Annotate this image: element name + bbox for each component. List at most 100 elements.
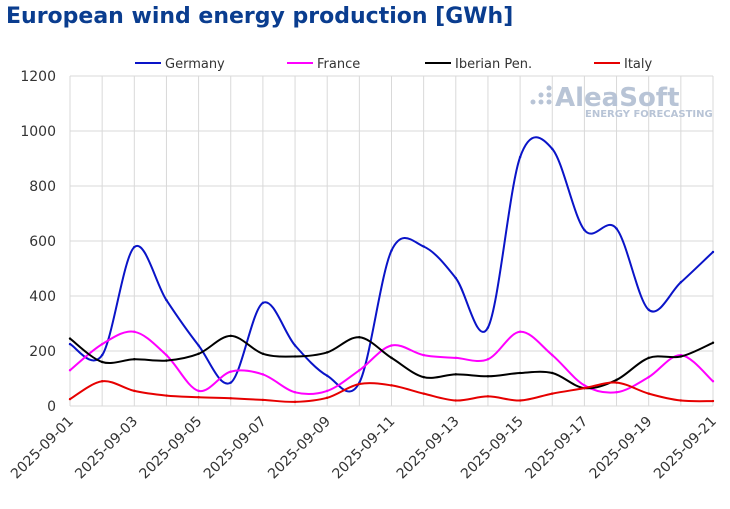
data-point-italy — [615, 381, 618, 384]
data-point-germany — [647, 308, 650, 311]
data-point-iberian-pen — [454, 373, 457, 376]
legend-label-italy: Italy — [624, 57, 653, 72]
data-point-italy — [711, 399, 715, 403]
legend-label-germany: Germany — [165, 57, 225, 72]
y-tick-label: 800 — [29, 179, 56, 195]
x-tick-label: 2025-09-13 — [394, 414, 463, 483]
data-point-germany — [518, 155, 522, 159]
data-point-iberian-pen — [711, 341, 715, 344]
data-point-iberian-pen — [68, 337, 72, 340]
data-point-italy — [390, 384, 393, 387]
data-point-italy — [100, 380, 104, 383]
data-point-iberian-pen — [229, 334, 232, 338]
data-point-iberian-pen — [358, 336, 361, 339]
data-point-germany — [261, 301, 265, 305]
x-tick-label: 2025-09-21 — [651, 414, 720, 483]
x-tick-label: 2025-09-07 — [201, 414, 270, 483]
data-point-france — [454, 356, 457, 360]
data-point-italy — [551, 392, 554, 395]
y-tick-label: 200 — [29, 344, 56, 360]
data-point-germany — [422, 245, 425, 248]
data-point-iberian-pen — [100, 360, 104, 364]
data-point-germany — [100, 353, 104, 357]
data-point-iberian-pen — [293, 355, 297, 358]
data-point-italy — [422, 392, 425, 395]
data-point-france — [551, 353, 554, 357]
data-point-germany — [711, 250, 715, 254]
data-point-france — [422, 353, 425, 357]
data-point-france — [711, 380, 715, 383]
data-point-iberian-pen — [647, 356, 650, 360]
data-point-iberian-pen — [486, 375, 490, 378]
data-point-italy — [165, 394, 168, 397]
series-lines — [68, 136, 715, 404]
legend-label-france: France — [317, 57, 360, 72]
data-point-france — [165, 353, 168, 357]
data-point-iberian-pen — [518, 371, 522, 375]
data-point-italy — [197, 396, 200, 399]
data-point-italy — [518, 399, 522, 402]
data-point-germany — [293, 344, 297, 347]
data-point-italy — [454, 399, 457, 402]
x-tick-label: 2025-09-01 — [8, 414, 77, 483]
data-point-france — [615, 391, 618, 394]
x-tick-label: 2025-09-11 — [329, 414, 398, 483]
data-point-iberian-pen — [326, 351, 329, 354]
data-point-germany — [679, 281, 683, 284]
data-point-italy — [358, 382, 361, 386]
data-point-germany — [583, 228, 586, 232]
data-point-iberian-pen — [422, 375, 425, 379]
data-point-france — [390, 344, 393, 347]
data-point-italy — [68, 397, 72, 401]
logo-dots-icon — [530, 85, 552, 105]
data-point-italy — [583, 386, 586, 390]
data-point-france — [293, 391, 297, 394]
data-point-france — [133, 330, 136, 333]
data-point-italy — [229, 397, 232, 400]
data-point-italy — [647, 392, 650, 395]
logo-subtitle: ENERGY FORECASTING — [585, 109, 713, 120]
chart-title: European wind energy production [GWh] — [6, 4, 514, 29]
data-point-italy — [261, 398, 265, 402]
data-point-iberian-pen — [551, 371, 554, 375]
y-axis-ticks: 0 200 400 600 800 1000 1200 — [20, 69, 56, 415]
data-point-france — [100, 342, 104, 346]
y-tick-label: 1200 — [20, 69, 56, 85]
data-point-iberian-pen — [679, 355, 683, 358]
data-point-iberian-pen — [261, 352, 265, 355]
data-point-italy — [133, 389, 136, 393]
data-point-iberian-pen — [165, 359, 168, 362]
data-point-france — [583, 384, 586, 387]
logo-name: AleaSoft — [555, 83, 680, 113]
data-point-iberian-pen — [390, 356, 393, 360]
data-point-france — [326, 389, 329, 393]
data-point-italy — [486, 395, 490, 398]
data-point-france — [647, 375, 650, 379]
data-point-france — [261, 373, 265, 376]
legend-label-iberian-pen: Iberian Pen. — [455, 57, 532, 72]
data-point-germany — [68, 342, 72, 346]
x-axis-ticks: 2025-09-012025-09-032025-09-052025-09-07… — [8, 414, 720, 483]
data-point-germany — [229, 381, 232, 384]
data-point-germany — [133, 245, 136, 249]
x-tick-label: 2025-09-19 — [587, 414, 656, 483]
data-point-germany — [326, 374, 329, 377]
aleasoft-logo: AleaSoft ENERGY FORECASTING — [530, 83, 713, 120]
x-tick-label: 2025-09-09 — [265, 414, 334, 483]
grid — [69, 75, 714, 407]
y-tick-label: 600 — [29, 234, 56, 250]
x-tick-label: 2025-09-03 — [72, 414, 141, 483]
data-point-italy — [293, 400, 297, 404]
data-point-iberian-pen — [133, 358, 136, 361]
data-point-france — [518, 330, 522, 333]
data-point-iberian-pen — [615, 378, 618, 382]
x-tick-label: 2025-09-15 — [458, 414, 527, 483]
y-tick-label: 400 — [29, 289, 56, 305]
x-tick-label: 2025-09-05 — [137, 414, 206, 483]
data-point-france — [229, 370, 232, 373]
legend: Germany France Iberian Pen. Italy — [135, 57, 653, 72]
data-point-iberian-pen — [197, 352, 200, 355]
data-point-germany — [486, 326, 490, 329]
data-point-germany — [165, 298, 168, 302]
